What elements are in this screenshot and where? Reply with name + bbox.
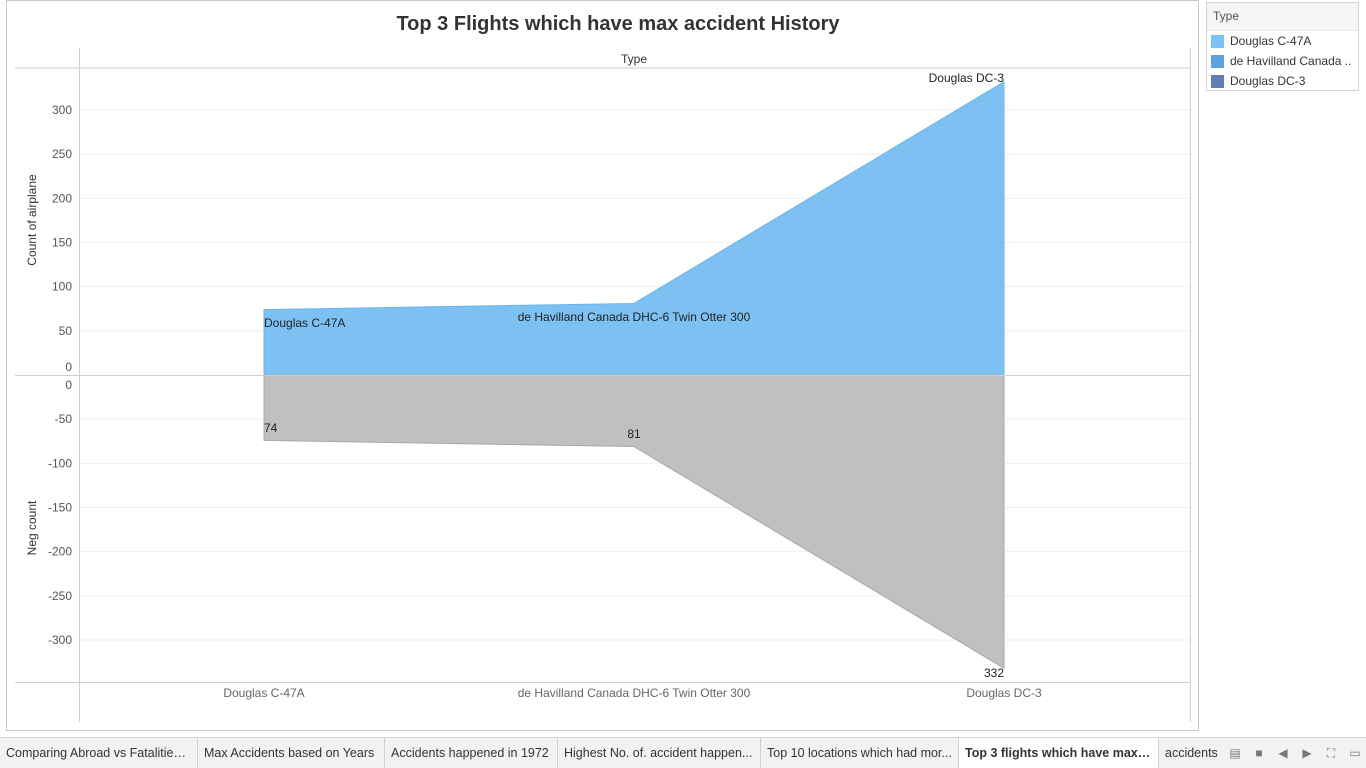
y-tick-bottom: -200 [48,545,72,559]
tab-controls: ▤ ■ ◀ ▶ ⛶ ▭ [1228,738,1362,768]
column-header-label: Type [621,52,647,66]
tab-top3-flights[interactable]: Top 3 flights which have max a... [959,738,1159,768]
data-label: 74 [264,421,278,435]
y-axis-title-top: Count of airplane [25,174,39,266]
tab-max-accidents-years[interactable]: Max Accidents based on Years [198,738,385,768]
x-tick-label: Douglas C-47A [223,686,304,700]
y-axis-title-bottom: Neg count [25,500,39,555]
fullscreen-icon[interactable]: ⛶ [1326,745,1336,760]
chart-title: Top 3 Flights which have max accident Hi… [396,13,840,35]
legend-swatch [1211,74,1224,88]
sheet-tab-bar: Comparing Abroad vs Fatalities ... Max A… [0,737,1366,768]
y-tick-top: 250 [52,147,72,161]
y-tick-top: 300 [52,103,72,117]
tab-accidents[interactable]: accidents [1165,746,1218,760]
presentation-icon[interactable]: ▭ [1349,746,1361,760]
legend-title: Type [1207,3,1358,31]
y-tick-top: 200 [52,191,72,205]
legend-label: Douglas DC-3 [1230,74,1306,88]
legend-swatch [1211,34,1224,48]
y-tick-bottom: -100 [48,456,72,470]
area-count-of-airplane [263,80,1005,376]
tab-top10-locations[interactable]: Top 10 locations which had mor... [761,738,959,768]
legend: Type Douglas C-47A de Havilland Canada .… [1206,2,1359,91]
data-label: 332 [984,666,1004,680]
area-label: Douglas DC-3 [929,71,1005,85]
area-chart: Type 0 50 100 150 200 250 300 0 -50 -100 -150 -200 -2… [15,48,1191,722]
data-label: 81 [627,427,641,441]
legend-item-de-havilland[interactable]: de Havilland Canada .. [1207,51,1358,71]
x-tick-label: de Havilland Canada DHC-6 Twin Otter 300 [518,686,751,700]
y-tick-bottom: -250 [48,589,72,603]
x-tick-label: Douglas DC-3 [966,686,1042,700]
y-tick-top: 0 [65,360,72,374]
next-sheet-icon[interactable]: ▶ [1302,746,1312,760]
legend-label: Douglas C-47A [1230,34,1312,48]
legend-swatch [1211,54,1224,68]
area-label: Douglas C-47A [264,316,345,330]
y-tick-bottom: -50 [55,412,73,426]
y-tick-top: 100 [52,280,72,294]
y-tick-bottom: -300 [48,633,72,647]
filmstrip-icon[interactable]: ■ [1255,746,1263,760]
area-neg-count [263,374,1005,670]
y-tick-top: 50 [59,324,73,338]
tab-highest-accidents[interactable]: Highest No. of. accident happen... [558,738,761,768]
tab-accidents-1972[interactable]: Accidents happened in 1972 [385,738,558,768]
y-tick-bottom: 0 [65,378,72,392]
prev-sheet-icon[interactable]: ◀ [1278,746,1288,760]
y-tick-bottom: -150 [48,501,72,515]
legend-item-douglas-dc3[interactable]: Douglas DC-3 [1207,71,1358,91]
grid-view-icon[interactable]: ▤ [1229,746,1241,760]
tab-comparing-abroad[interactable]: Comparing Abroad vs Fatalities ... [0,738,198,768]
legend-label: de Havilland Canada .. [1230,54,1352,68]
y-tick-top: 150 [52,235,72,249]
area-label: de Havilland Canada DHC-6 Twin Otter 300 [518,310,751,324]
legend-item-douglas-c47a[interactable]: Douglas C-47A [1207,31,1358,51]
